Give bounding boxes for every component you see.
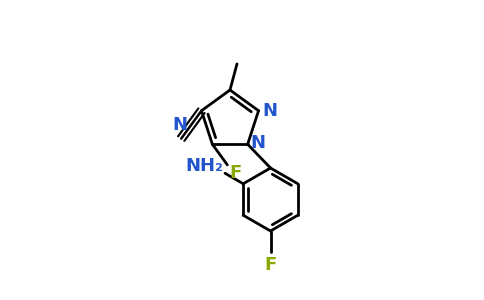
- Text: NH₂: NH₂: [185, 157, 223, 175]
- Text: F: F: [229, 164, 241, 182]
- Text: N: N: [250, 134, 265, 152]
- Text: F: F: [264, 256, 277, 274]
- Text: N: N: [262, 102, 277, 120]
- Text: N: N: [172, 116, 187, 134]
